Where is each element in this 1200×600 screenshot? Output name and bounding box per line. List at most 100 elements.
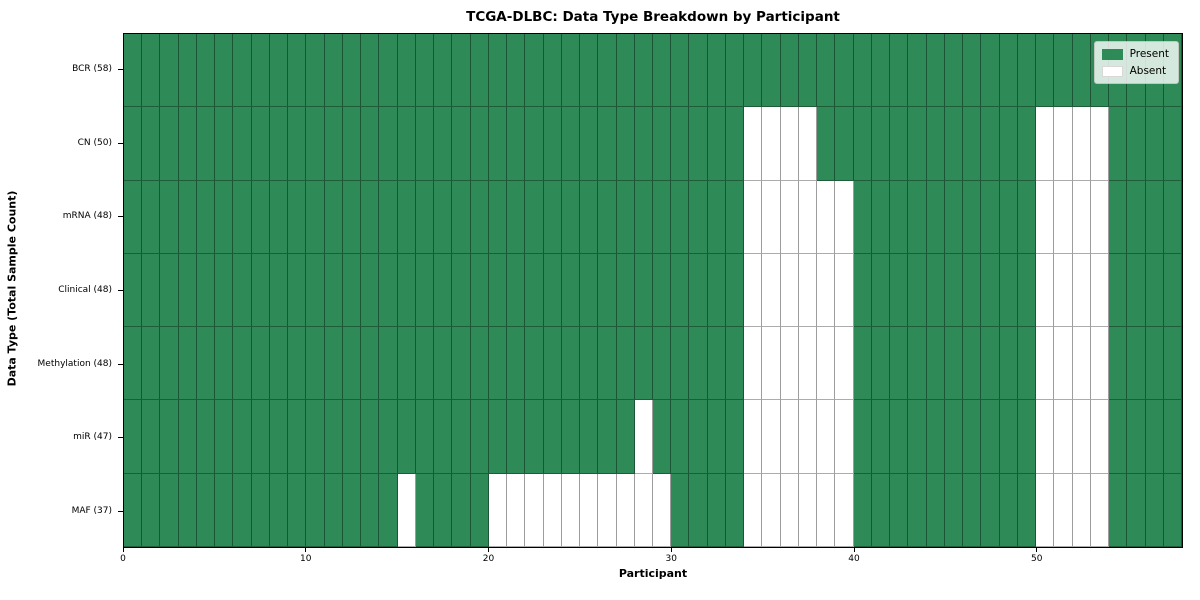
cell-BCR-p14 — [379, 34, 398, 108]
cell-Clinical-p51 — [1054, 253, 1073, 328]
cell-BCR-p27 — [616, 34, 635, 108]
cell-MAF-p17 — [434, 473, 453, 547]
cell-mRNA-p2 — [160, 180, 179, 254]
cell-Clinical-p19 — [470, 253, 489, 328]
cell-CN-p55 — [1127, 107, 1146, 181]
cell-mRNA-p17 — [434, 180, 453, 254]
cell-Clinical-p30 — [671, 253, 690, 328]
cell-Methylation-p6 — [233, 327, 252, 401]
cell-CN-p29 — [652, 107, 672, 181]
cell-mRNA-p16 — [415, 180, 435, 254]
cell-Clinical-p57 — [1163, 253, 1182, 328]
cell-mRNA-p53 — [1090, 180, 1110, 254]
cell-BCR-p3 — [178, 34, 197, 108]
cell-MAF-p24 — [561, 473, 581, 547]
cell-miR-p27 — [616, 400, 635, 474]
cell-Clinical-p31 — [689, 253, 708, 328]
cell-BCR-p20 — [488, 34, 508, 108]
cell-Clinical-p10 — [306, 253, 325, 328]
x-tick-label: 30 — [665, 554, 677, 564]
cell-miR-p5 — [215, 400, 234, 474]
cell-BCR-p11 — [324, 34, 343, 108]
cell-Clinical-p18 — [452, 253, 471, 328]
cell-Methylation-p38 — [817, 327, 836, 401]
cell-CN-p48 — [999, 107, 1018, 181]
cell-MAF-p18 — [452, 473, 471, 547]
cell-miR-p41 — [871, 400, 891, 474]
y-tick-mark — [118, 363, 123, 365]
cell-CN-p4 — [196, 107, 216, 181]
cell-BCR-p40 — [853, 34, 872, 108]
cell-Clinical-p12 — [342, 253, 362, 328]
cell-Clinical-p50 — [1036, 253, 1055, 328]
cell-CN-p12 — [342, 107, 362, 181]
cell-CN-p37 — [798, 107, 818, 181]
cell-BCR-p19 — [470, 34, 489, 108]
cell-CN-p47 — [981, 107, 1000, 181]
cell-Methylation-p26 — [598, 327, 617, 401]
cell-Clinical-p0 — [124, 253, 143, 328]
cell-BCR-p43 — [908, 34, 927, 108]
cell-miR-p34 — [744, 400, 763, 474]
absent-swatch-icon — [1101, 65, 1123, 77]
cell-MAF-p34 — [744, 473, 763, 547]
cell-Methylation-p37 — [798, 327, 818, 401]
cell-CN-p6 — [233, 107, 252, 181]
cell-MAF-p3 — [178, 473, 197, 547]
cell-MAF-p16 — [415, 473, 435, 547]
cell-MAF-p36 — [780, 473, 799, 547]
cell-MAF-p12 — [342, 473, 362, 547]
cell-MAF-p51 — [1054, 473, 1073, 547]
cell-miR-p17 — [434, 400, 453, 474]
cell-BCR-p30 — [671, 34, 690, 108]
cell-CN-p51 — [1054, 107, 1073, 181]
cell-BCR-p46 — [963, 34, 982, 108]
cell-MAF-p54 — [1109, 473, 1128, 547]
cell-mRNA-p33 — [725, 180, 745, 254]
cell-MAF-p7 — [251, 473, 270, 547]
cell-BCR-p31 — [689, 34, 708, 108]
cell-BCR-p25 — [580, 34, 599, 108]
cell-mRNA-p40 — [853, 180, 872, 254]
cell-MAF-p40 — [853, 473, 872, 547]
cell-CN-p26 — [598, 107, 617, 181]
cell-BCR-p21 — [507, 34, 526, 108]
cell-MAF-p45 — [944, 473, 964, 547]
cell-mRNA-p42 — [890, 180, 909, 254]
cell-Methylation-p42 — [890, 327, 909, 401]
cell-Methylation-p30 — [671, 327, 690, 401]
cell-BCR-p52 — [1072, 34, 1091, 108]
cell-MAF-p15 — [397, 473, 416, 547]
cell-BCR-p47 — [981, 34, 1000, 108]
cell-mRNA-p10 — [306, 180, 325, 254]
cell-BCR-p22 — [525, 34, 544, 108]
cell-Clinical-p17 — [434, 253, 453, 328]
cell-CN-p25 — [580, 107, 599, 181]
cell-miR-p7 — [251, 400, 270, 474]
cell-mRNA-p23 — [543, 180, 562, 254]
y-tick-label-cn: CN (50) — [77, 137, 112, 148]
cell-Clinical-p14 — [379, 253, 398, 328]
cell-CN-p17 — [434, 107, 453, 181]
cell-Clinical-p24 — [561, 253, 581, 328]
cell-BCR-p37 — [798, 34, 818, 108]
cell-miR-p3 — [178, 400, 197, 474]
cell-BCR-p7 — [251, 34, 270, 108]
present-swatch-icon — [1101, 48, 1123, 60]
cell-MAF-p23 — [543, 473, 562, 547]
heatmap-grid — [123, 33, 1183, 548]
cell-mRNA-p31 — [689, 180, 708, 254]
cell-MAF-p47 — [981, 473, 1000, 547]
cell-miR-p31 — [689, 400, 708, 474]
cell-Clinical-p7 — [251, 253, 270, 328]
cell-mRNA-p15 — [397, 180, 416, 254]
x-tick-mark — [488, 548, 490, 552]
cell-MAF-p52 — [1072, 473, 1091, 547]
cell-miR-p9 — [288, 400, 307, 474]
legend-entry-absent: Absent — [1101, 65, 1169, 77]
cell-CN-p27 — [616, 107, 635, 181]
cell-Clinical-p5 — [215, 253, 234, 328]
cell-CN-p33 — [725, 107, 745, 181]
cell-mRNA-p51 — [1054, 180, 1073, 254]
